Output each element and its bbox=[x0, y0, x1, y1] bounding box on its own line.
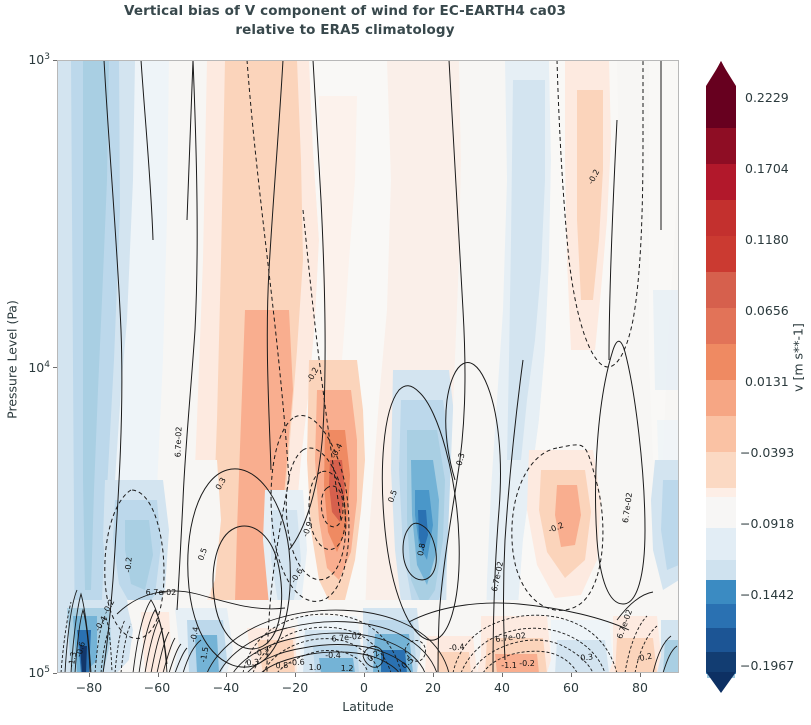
contour-label: -0.4 bbox=[449, 642, 465, 653]
colorbar-label: v [m s**-1] bbox=[790, 323, 806, 392]
xtick-mark bbox=[89, 673, 90, 677]
y-axis-label: Pressure Level (Pa) bbox=[4, 300, 20, 419]
contour-label: 0.3 bbox=[455, 452, 467, 467]
cbar-tick-3: 0.0656 bbox=[745, 303, 789, 318]
contour-label: 1.0 bbox=[309, 663, 322, 672]
contour-label: 0.8 bbox=[416, 543, 427, 557]
cbar-tick-2: 0.1180 bbox=[745, 232, 789, 247]
ytick-mark bbox=[53, 367, 57, 368]
contour-label: 0.3 bbox=[246, 658, 259, 668]
colorbar-bottom bbox=[706, 580, 736, 693]
contour-label: -1.3 bbox=[67, 651, 79, 668]
contour-label: -0.6 bbox=[289, 658, 305, 668]
ytick-10000: 104 bbox=[28, 360, 50, 376]
xtick-mark bbox=[571, 673, 572, 677]
xtick--40: −40 bbox=[212, 680, 240, 695]
ytick-mark bbox=[53, 673, 57, 674]
contour-label: 0.5 bbox=[196, 547, 209, 562]
contour-label: -0.4 bbox=[325, 651, 341, 660]
xtick-60: 60 bbox=[563, 680, 579, 695]
contour-label: -0.4 bbox=[189, 626, 201, 643]
x-axis-label: Latitude bbox=[342, 699, 394, 714]
xtick--60: −60 bbox=[143, 680, 171, 695]
contour-label: -0.2 bbox=[519, 659, 535, 668]
xtick-20: 20 bbox=[425, 680, 441, 695]
cbar-tick-8: −0.1967 bbox=[740, 658, 795, 673]
contour-label: -0.2 bbox=[123, 557, 133, 573]
contour-label: 6.7e-02 bbox=[146, 588, 177, 597]
contour-label: 0.8 bbox=[275, 661, 288, 670]
xtick--20: −20 bbox=[281, 680, 309, 695]
xtick-mark bbox=[502, 673, 503, 677]
xtick-mark bbox=[433, 673, 434, 677]
cbar-tick-1: 0.1704 bbox=[745, 161, 789, 176]
cbar-tick-0: 0.2229 bbox=[745, 90, 789, 105]
contour-label: 1.2 bbox=[341, 664, 354, 673]
cbar-tick-5: −0.0393 bbox=[740, 445, 795, 460]
contour-label: -1.1 bbox=[501, 661, 517, 670]
xtick-mark bbox=[158, 673, 159, 677]
contour-label: 0.3 bbox=[580, 652, 594, 662]
plot-area: 6.7e-02 -0.2 0.3 0.5 -0.2 -0.4 -0.9 -0.6… bbox=[57, 60, 679, 673]
cbar-tick-7: −0.1442 bbox=[740, 587, 795, 602]
contour-label: 6.7e-02 bbox=[173, 426, 183, 457]
xtick-mark bbox=[364, 673, 365, 677]
contour-label: -0.2 bbox=[254, 647, 270, 658]
contour-label: -0.6 bbox=[74, 641, 87, 658]
xtick-80: 80 bbox=[632, 680, 648, 695]
xtick-mark bbox=[640, 673, 641, 677]
xtick--80: −80 bbox=[75, 680, 103, 695]
contour-label: -0.2 bbox=[636, 652, 653, 664]
xtick-mark bbox=[295, 673, 296, 677]
xtick-mark bbox=[226, 673, 227, 677]
ytick-100000: 105 bbox=[28, 665, 50, 681]
contour-label: 6.7e-02 bbox=[495, 631, 527, 644]
page-title: Vertical bias of V component of wind for… bbox=[124, 3, 566, 38]
cbar-tick-4: 0.0131 bbox=[745, 374, 789, 389]
contour-label: 0.5 bbox=[386, 489, 399, 504]
contour-label: 6.7e-02 bbox=[331, 631, 362, 643]
contour-plot: 6.7e-02 -0.2 0.3 0.5 -0.2 -0.4 -0.9 -0.6… bbox=[57, 60, 679, 673]
xtick-40: 40 bbox=[494, 680, 510, 695]
xtick-0: 0 bbox=[360, 680, 368, 695]
cbar-tick-6: −0.0918 bbox=[740, 516, 795, 531]
ytick-1000: 103 bbox=[28, 52, 50, 68]
ytick-mark bbox=[53, 60, 57, 61]
contour-label: 6.7e-02 bbox=[621, 492, 634, 524]
contour-label: -1.5 bbox=[199, 646, 211, 663]
